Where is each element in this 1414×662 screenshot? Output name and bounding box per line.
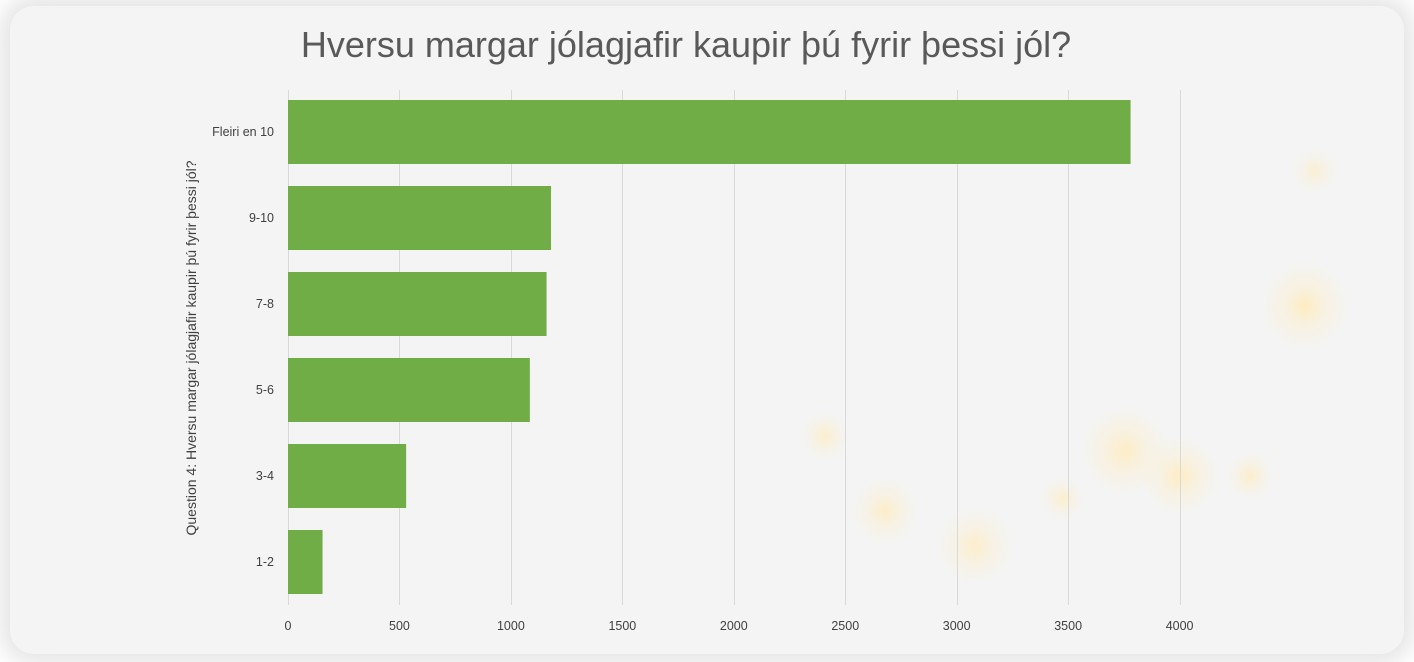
category-label: 9-10 (249, 211, 274, 225)
x-tick-label: 3000 (943, 619, 971, 633)
x-tick-label: 1500 (608, 619, 636, 633)
x-tick-label: 0 (285, 619, 292, 633)
chart-title: Hversu margar jólagjafir kaupir þú fyrir… (301, 24, 1071, 65)
bar (288, 272, 547, 336)
bar (288, 444, 407, 508)
x-tick-labels: 0 500 1000 1500 2000 2500 3000 3500 4000 (285, 619, 1194, 633)
x-tick-label: 1000 (497, 619, 525, 633)
bar (288, 100, 1131, 164)
y-axis-label: Question 4: Hversu margar jólagjafir kau… (183, 160, 199, 535)
bar (288, 530, 323, 594)
category-label: 7-8 (256, 297, 274, 311)
category-labels: Fleiri en 10 9-10 7-8 5-6 3-4 1-2 (212, 125, 274, 569)
gridlines (288, 90, 1181, 605)
x-tick-label: 4000 (1166, 619, 1194, 633)
category-label: 5-6 (256, 383, 274, 397)
category-label: 3-4 (256, 469, 274, 483)
x-tick-label: 500 (389, 619, 410, 633)
x-tick-label: 2000 (720, 619, 748, 633)
bars (288, 100, 1131, 594)
bar (288, 358, 530, 422)
category-label: 1-2 (256, 555, 274, 569)
category-label: Fleiri en 10 (212, 125, 274, 139)
x-tick-label: 2500 (831, 619, 859, 633)
x-tick-label: 3500 (1054, 619, 1082, 633)
bar (288, 186, 552, 250)
